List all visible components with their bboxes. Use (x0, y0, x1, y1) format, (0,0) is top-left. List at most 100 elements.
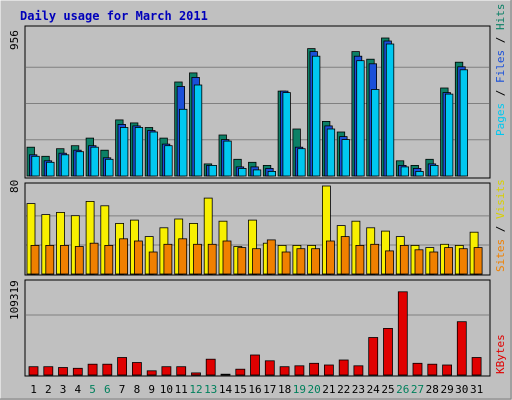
sites-bar (237, 247, 247, 275)
pages-bar (208, 164, 217, 177)
pages-bar (193, 84, 203, 177)
x-tick-label: 19 (293, 383, 306, 396)
kbytes-bar (368, 337, 379, 376)
x-tick-label: 30 (455, 383, 468, 396)
pages-bar (430, 164, 439, 177)
pages-bar (46, 161, 55, 177)
kbytes-bar (58, 367, 68, 376)
kbytes-bar (28, 366, 39, 376)
x-axis-labels: 1 2 3 4 5 6 7 8 9 10 11 12 13 14 15 16 17 18 19 20 21 22 23 24 2… (30, 383, 483, 396)
pages-bar (400, 166, 410, 177)
pages-bar (459, 69, 469, 177)
kbytes-bar (442, 364, 453, 376)
pages-bar (149, 131, 158, 177)
pages-bar (31, 155, 40, 177)
pages-bar (444, 93, 454, 177)
sites-bar (414, 249, 424, 275)
x-tick-label: 23 (352, 383, 365, 396)
kbytes-bar (102, 363, 113, 376)
pages-bar (415, 170, 424, 177)
kbytes-bar (279, 366, 290, 376)
kbytes-bar (383, 327, 393, 376)
pages-bar (356, 60, 365, 177)
kbytes-bar (87, 363, 98, 376)
sites-bar (133, 240, 143, 275)
sites-bar (178, 238, 188, 275)
x-tick-label: 25 (381, 383, 394, 396)
kbytes-bar (338, 359, 349, 376)
x-tick-label: 3 (60, 383, 67, 396)
sites-bar (385, 250, 394, 275)
x-tick-label: 5 (89, 383, 96, 396)
pages-bar (267, 170, 277, 177)
bars-layer (26, 37, 489, 376)
x-tick-label: 12 (189, 383, 202, 396)
pages-bar (90, 146, 99, 177)
kbytes-bar (161, 366, 172, 376)
x-tick-label: 9 (148, 383, 155, 396)
chart-title: Daily usage for March 2011 (20, 9, 208, 23)
pages-bar (60, 154, 70, 177)
kbytes-bar (117, 357, 127, 376)
pages-bar (134, 127, 144, 177)
x-tick-label: 22 (337, 383, 350, 396)
legend-hits: Hits (494, 4, 507, 31)
kbytes-bar (264, 360, 275, 376)
pages-bar (105, 158, 114, 177)
kbytes-bar (191, 372, 201, 376)
kbytes-bar (250, 354, 260, 376)
x-tick-label: 17 (263, 383, 276, 396)
x-tick-label: 21 (322, 383, 335, 396)
sites-bar (193, 243, 202, 275)
x-tick-label: 26 (396, 383, 409, 396)
sites-bar (60, 244, 69, 275)
kbytes-bar (353, 365, 364, 376)
sites-bar (104, 244, 114, 275)
sites-bar (89, 242, 99, 275)
x-tick-label: 13 (204, 383, 217, 396)
sites-bar (429, 251, 439, 275)
kbytes-bar (176, 366, 187, 376)
pages-bar (164, 145, 173, 177)
x-tick-label: 14 (219, 383, 233, 396)
kbytes-bar (220, 373, 231, 376)
pages-bar (238, 167, 247, 177)
legend-files: Files (494, 50, 507, 83)
sites-bar (444, 247, 454, 275)
kbytes-bar (294, 365, 305, 376)
sites-bar (74, 246, 84, 275)
x-tick-label: 4 (74, 383, 81, 396)
pages-bar (371, 89, 380, 177)
pages-bar (341, 139, 350, 177)
pages-bar (252, 169, 262, 177)
kbytes-bar (43, 366, 54, 376)
sites-bar (148, 251, 158, 275)
sites-bar (45, 244, 55, 275)
x-tick-label: 1 (30, 383, 37, 396)
hits-ymax-label: 956 (8, 30, 21, 50)
x-tick-label: 31 (470, 383, 483, 396)
pages-bar (179, 108, 188, 177)
kbytes-bar (412, 362, 423, 376)
pages-bar (75, 151, 84, 177)
legend-visits: Visits (494, 179, 507, 219)
legend-kbytes: KBytes (494, 334, 507, 374)
legend-sites: Sites (494, 239, 507, 272)
x-tick-label: 18 (278, 383, 291, 396)
kbytes-bar (397, 291, 408, 376)
visits-ymax-label: 80 (8, 180, 21, 193)
sites-bar (311, 248, 321, 275)
pages-bar (326, 128, 336, 177)
pages-bar (385, 43, 395, 177)
sites-bar (266, 239, 276, 275)
x-tick-label: 16 (248, 383, 261, 396)
sites-bar (370, 243, 380, 275)
pages-bar (223, 140, 232, 177)
sites-bar (325, 240, 335, 275)
pages-bar (311, 55, 321, 177)
sites-bar (473, 247, 483, 275)
sites-bar (458, 248, 468, 275)
sites-bar (252, 248, 261, 275)
